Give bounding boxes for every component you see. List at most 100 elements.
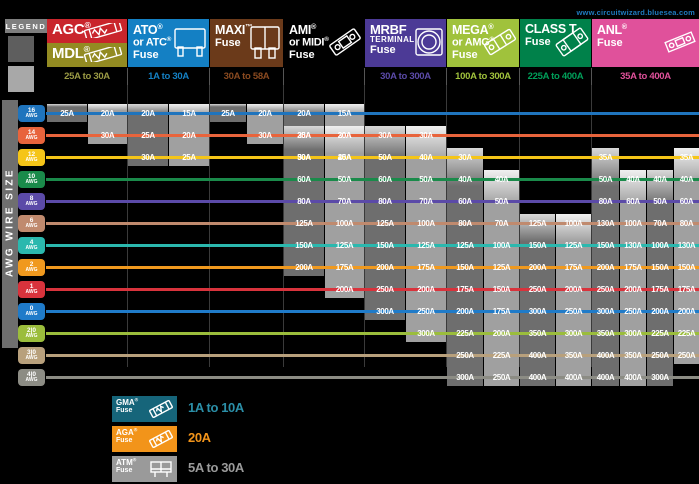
amperage-cell: 125A — [295, 218, 313, 228]
awg-unit: AWG — [25, 311, 38, 318]
awg-label-3-0[interactable]: 3|0 AWG — [18, 347, 45, 364]
fuse-sub-label: Fuse — [525, 35, 551, 48]
column-separator — [591, 85, 592, 367]
column-separator — [446, 85, 447, 367]
amperage-cell: 250A — [376, 284, 394, 294]
fuse-column-bar-ami_d-light — [325, 126, 364, 298]
wire-line-2-awg — [46, 266, 699, 269]
awg-unit: AWG — [25, 289, 38, 296]
amperage-cell: 40A — [679, 174, 694, 184]
amperage-cell: 30A — [141, 152, 155, 162]
amperage-cell: 100A — [335, 218, 354, 228]
awg-label-16[interactable]: 16 AWG — [18, 105, 45, 122]
column-separator — [283, 85, 284, 367]
mdl-band: MDL® — [47, 43, 127, 67]
fuse-column-bar-anl_b-light — [620, 170, 646, 386]
fuse-type-header-agc_mdl[interactable]: AGC® MDL® — [47, 19, 127, 67]
bottom-legend-row-atm[interactable]: ATM® Fuse 5A to 30A — [112, 456, 372, 482]
amperage-cell: 125A — [335, 240, 354, 250]
amperage-cell: 200A — [335, 284, 354, 294]
awg-label-4-0[interactable]: 4|0 AWG — [18, 369, 45, 386]
awg-label-2-0[interactable]: 2|0 AWG — [18, 325, 45, 342]
awg-label-10[interactable]: 10 AWG — [18, 171, 45, 188]
amperage-cell: 150A — [492, 284, 511, 294]
awg-label-8[interactable]: 8 AWG — [18, 193, 45, 210]
amperage-range: 5A to 30A — [188, 460, 244, 475]
amperage-cell: 100A — [651, 240, 669, 250]
amperage-cell: 15A — [182, 108, 196, 118]
fuse-column-bar-class_t-light — [556, 214, 591, 386]
column-separator — [519, 85, 520, 367]
fuse-type-header-ami_midi[interactable]: AMI® or MIDI® Fuse — [284, 19, 364, 67]
fuse-name-mid: or MIDI® — [289, 35, 329, 49]
awg-label-14[interactable]: 14 AWG — [18, 127, 45, 144]
website-url[interactable]: www.circuitwizard.bluesea.com — [576, 8, 695, 17]
column-separator — [209, 85, 210, 367]
awg-unit: AWG — [25, 157, 38, 164]
wire-line-14-awg — [46, 134, 699, 137]
fuse-type-header-ato_atc[interactable]: ATO® or ATC® Fuse — [128, 19, 209, 67]
wire-line-16-awg — [46, 112, 699, 115]
aga-fuse-icon — [148, 429, 174, 453]
amperage-cell: 350A — [528, 328, 547, 338]
fuse-name: MAXI™ — [215, 22, 253, 38]
amperage-cell: 50A — [598, 174, 613, 184]
amperage-cell: 200A — [456, 306, 474, 316]
awg-unit: AWG — [25, 245, 38, 252]
wire-line-4-0-awg — [46, 376, 699, 379]
amperage-cell: 175A — [417, 262, 435, 272]
amperage-cell: 250A — [492, 372, 511, 382]
fuse-card-aga: AGA® Fuse — [112, 426, 177, 452]
midi-fuse-icon — [328, 27, 362, 62]
amperage-cell: 400A — [528, 350, 547, 360]
amperage-cell: 35A — [679, 152, 694, 162]
fuse-column-bar-agc_mdl-light — [88, 104, 127, 144]
wire-line-3-0-awg — [46, 354, 699, 357]
fuse-type-header-maxi[interactable]: MAXI™ Fuse — [210, 19, 283, 67]
fuse-type-header-anl[interactable]: ANL® Fuse — [592, 19, 699, 67]
amperage-cell: 125A — [528, 218, 547, 228]
amperage-cell: 150A — [295, 240, 313, 250]
amperage-cell: 80A — [378, 196, 392, 206]
awg-label-6[interactable]: 6 AWG — [18, 215, 45, 232]
fuse-type-header-mrbf[interactable]: MRBF TERMINAL Fuse — [365, 19, 446, 67]
awg-label-4[interactable]: 4 AWG — [18, 237, 45, 254]
class-t-fuse-icon — [555, 27, 589, 62]
wire-line-6-awg — [46, 222, 699, 225]
awg-label-0[interactable]: 0 AWG — [18, 303, 45, 320]
wire-line-12-awg — [46, 156, 699, 159]
amperage-cell: 200A — [651, 306, 669, 316]
amperage-cell: 400A — [596, 350, 615, 360]
fuse-type-header-mega_amg[interactable]: MEGA® or AMG® Fuse — [447, 19, 519, 67]
amperage-cell: 25A — [60, 108, 74, 118]
bottom-legend-row-aga[interactable]: AGA® Fuse 20A — [112, 426, 372, 452]
wire-line-1-awg — [46, 288, 699, 291]
awg-size: 4 — [29, 239, 34, 247]
amperage-cell: 60A — [378, 174, 392, 184]
awg-size: 12 — [27, 151, 36, 159]
fuse-name: ATO® — [133, 22, 163, 38]
amperage-cell: 350A — [564, 350, 583, 360]
amperage-cell: 225A — [651, 328, 669, 338]
amperage-cell: 225A — [677, 328, 696, 338]
awg-unit: AWG — [25, 377, 38, 384]
amperage-cell: 40A — [337, 152, 352, 162]
awg-unit: AWG — [25, 267, 38, 274]
fuse-name: AMI® — [289, 22, 317, 38]
bottom-legend-row-gma[interactable]: GMA® Fuse 1A to 10A — [112, 396, 372, 422]
amperage-range: 1A to 10A — [188, 400, 244, 415]
legend-swatch-dark — [8, 36, 34, 62]
amperage-cell: 125A — [417, 240, 435, 250]
awg-label-2[interactable]: 2 AWG — [18, 259, 45, 276]
amperage-cell: 300A — [456, 372, 474, 382]
wire-line-4-awg — [46, 244, 699, 247]
fuse-name: AGA® — [116, 428, 138, 437]
awg-label-12[interactable]: 12 AWG — [18, 149, 45, 166]
legend-title: LEGEND — [5, 19, 47, 33]
column-separator — [364, 85, 365, 367]
amperage-cell: 150A — [528, 240, 547, 250]
fuse-type-header-class_t[interactable]: CLASS T Fuse — [520, 19, 591, 67]
amperage-range-agc_mdl: 25A to 30A — [47, 68, 127, 85]
awg-label-1[interactable]: 1 AWG — [18, 281, 45, 298]
amperage-cell: 300A — [564, 328, 583, 338]
